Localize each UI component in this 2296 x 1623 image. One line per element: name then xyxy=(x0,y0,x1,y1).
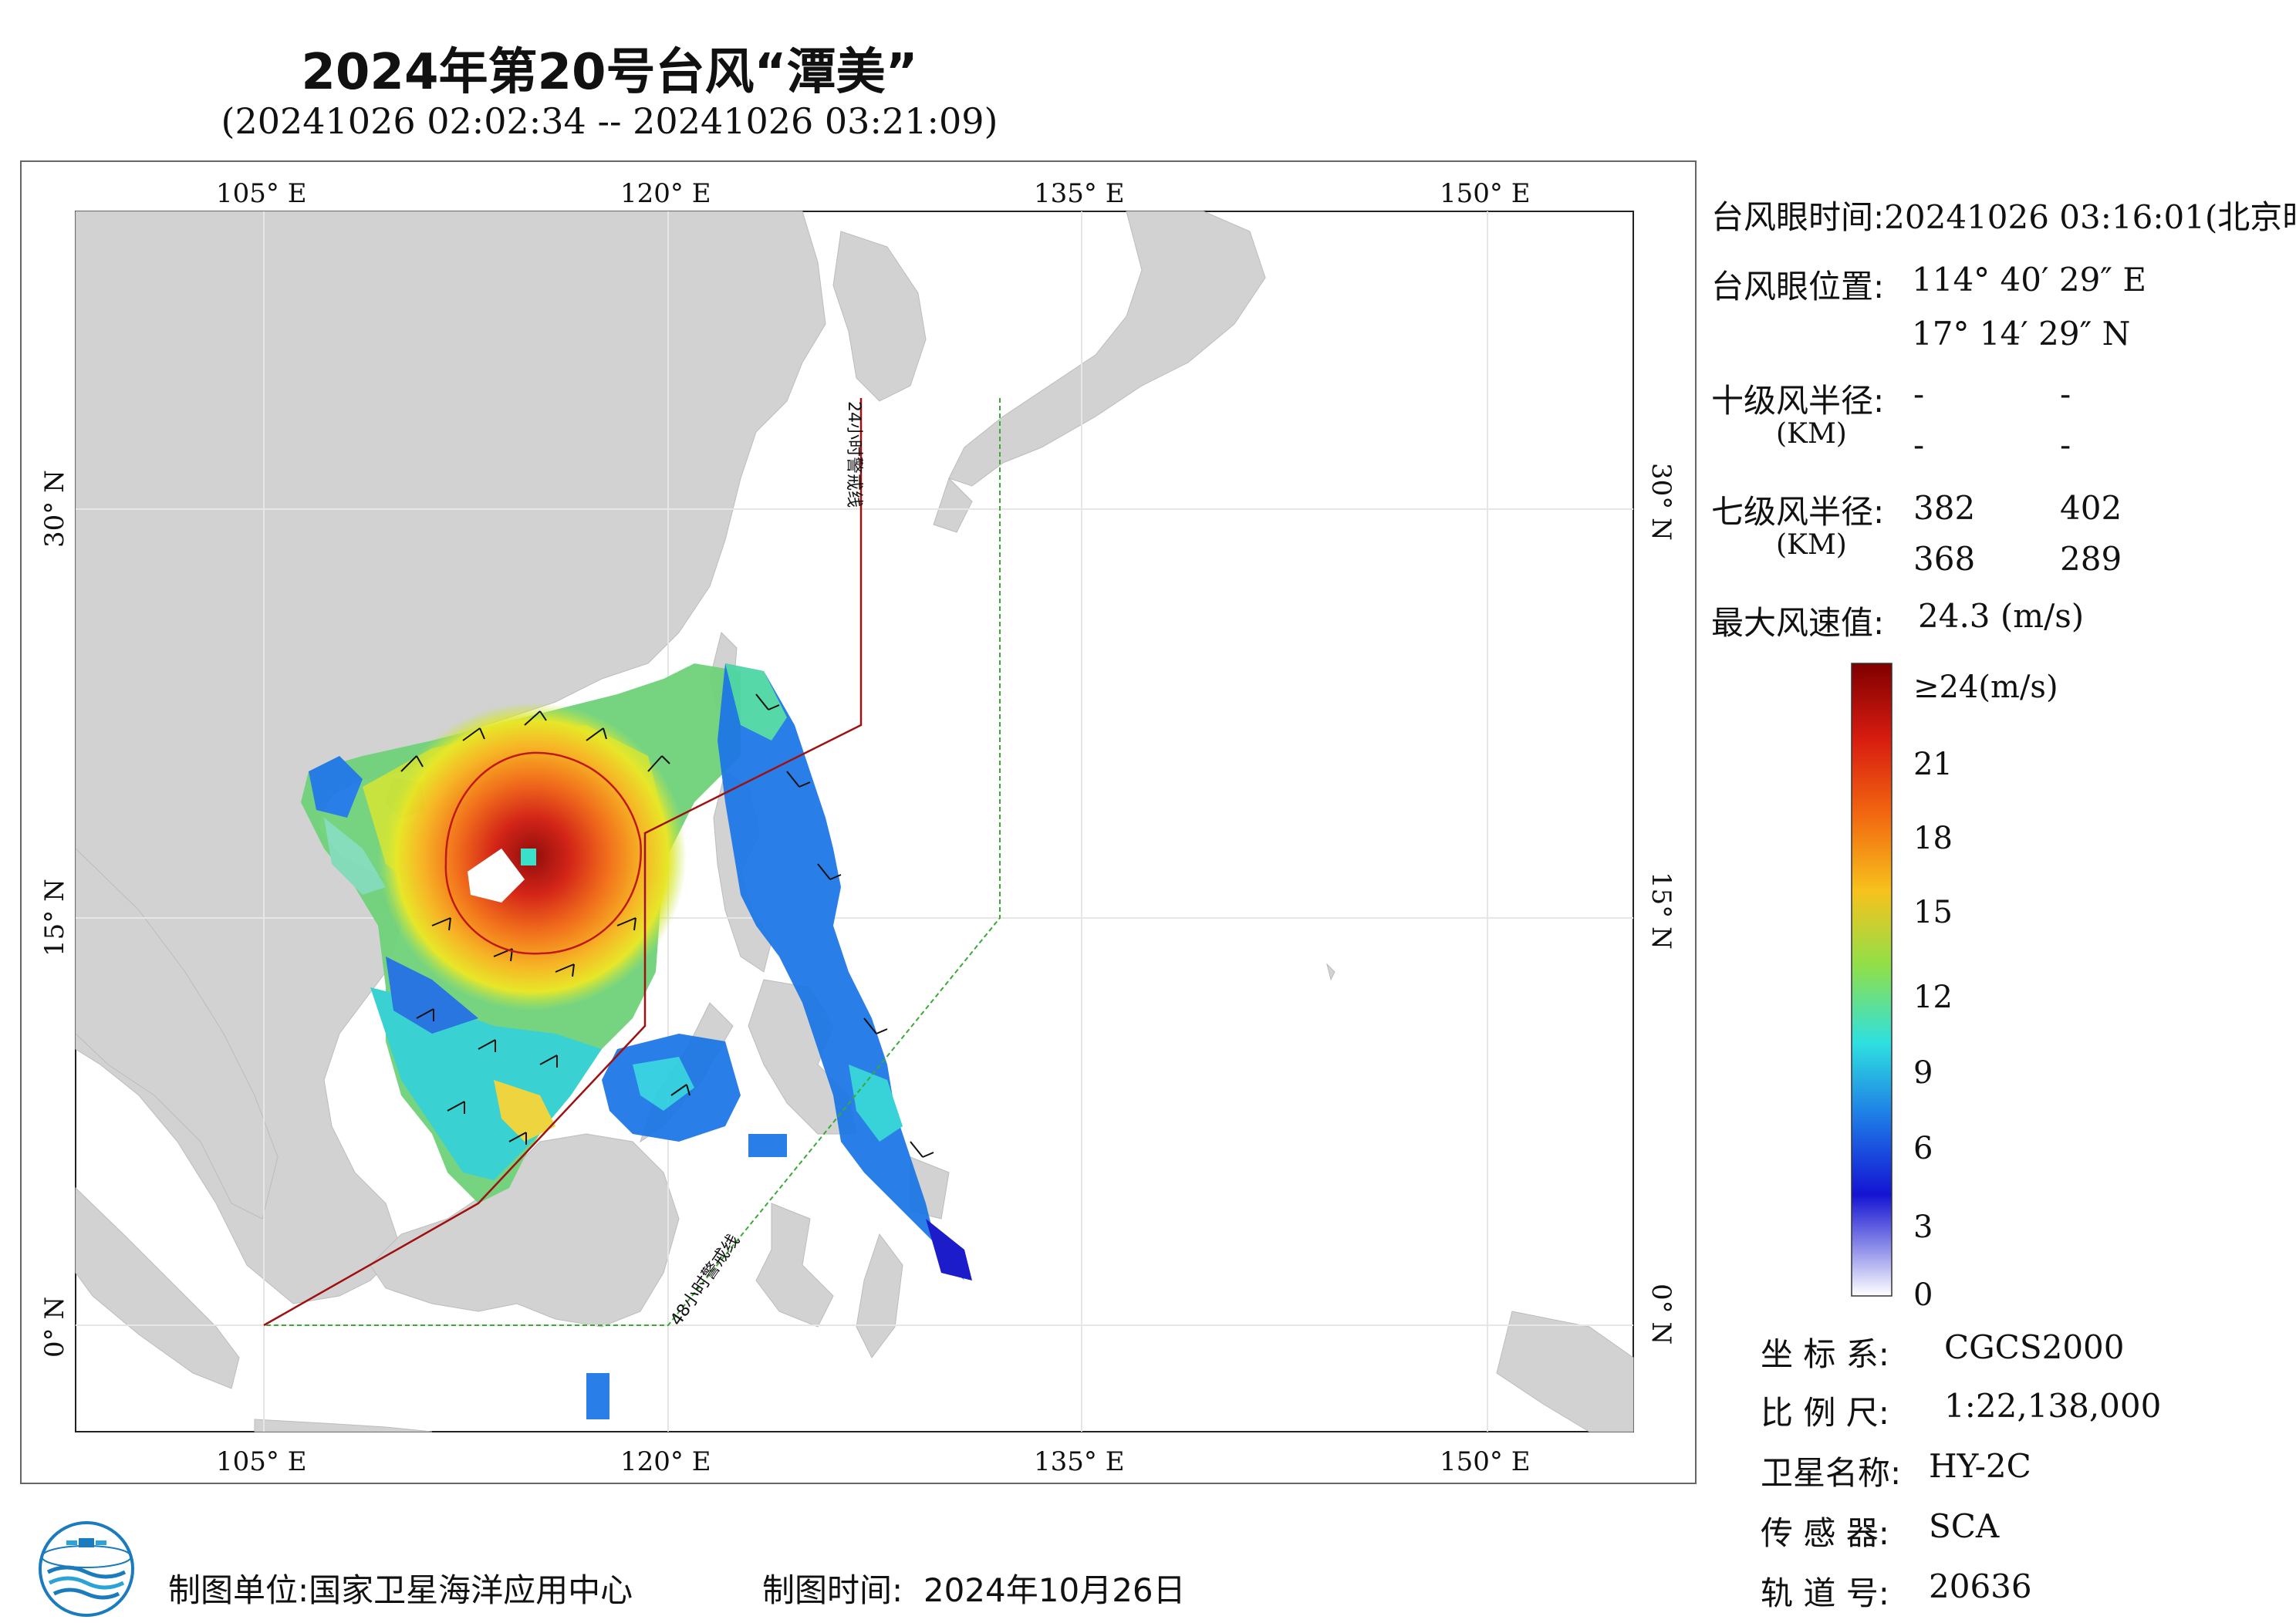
eye-position-label: 台风眼位置: xyxy=(1711,268,1885,305)
scale-label: 比 例 尺: xyxy=(1761,1394,1889,1432)
orbit-value: 20636 xyxy=(1929,1567,2032,1605)
wind-swath-east xyxy=(586,663,972,1419)
crs-label: 坐 标 系: xyxy=(1761,1335,1889,1373)
eye-position-row: 台风眼位置: xyxy=(1711,261,1884,308)
r10-value-sw: - xyxy=(1913,426,1925,464)
time-range-subtitle: (20241026 02:02:34 -- 20241026 03:21:09) xyxy=(221,100,998,142)
lat-left-0: 0° N xyxy=(39,1297,70,1358)
wind-radius-7-circle xyxy=(444,751,642,955)
lat-left-30: 30° N xyxy=(39,470,70,548)
max-wind-row: 最大风速值: xyxy=(1711,597,1884,644)
r7-value-ne: 382 xyxy=(1913,489,1976,527)
lat-left-15: 15° N xyxy=(39,879,70,957)
lon-bottom-135: 135° E xyxy=(1034,1446,1125,1477)
lon-top-135: 135° E xyxy=(1034,178,1125,209)
warning-line-24h-label: 24小时警戒线 xyxy=(844,401,863,508)
max-wind-value: 24.3 (m/s) xyxy=(1918,597,2085,635)
colorbar xyxy=(1851,663,1893,1297)
warning-line-24h xyxy=(263,398,863,1327)
eye-time-label: 台风眼时间: xyxy=(1711,198,1885,236)
r7-unit: (KM) xyxy=(1776,529,1847,561)
colorbar-label-18: 18 xyxy=(1913,821,1953,856)
lon-bottom-120: 120° E xyxy=(620,1446,711,1477)
satellite-value: HY-2C xyxy=(1929,1447,2031,1485)
r10-value-nw: - xyxy=(2060,426,2071,464)
colorbar-label-24: ≥24(m/s) xyxy=(1913,670,2058,705)
colorbar-label-6: 6 xyxy=(1913,1131,1933,1166)
lat-right-0: 0° N xyxy=(1646,1284,1676,1345)
r10-value-se: - xyxy=(2060,375,2071,413)
eye-time-row: 台风眼时间:20241026 03:16:01(北京时) xyxy=(1711,191,2296,238)
warning-line-48h xyxy=(264,398,1001,1326)
max-wind-label: 最大风速值: xyxy=(1711,604,1885,642)
date-row: 制图时间: 2024年10月26日 xyxy=(762,1564,1186,1611)
lon-bottom-105: 105° E xyxy=(216,1446,307,1477)
eye-lon: 114° 40′ 29″ E xyxy=(1912,261,2146,299)
date-value: 2024年10月26日 xyxy=(923,1571,1186,1609)
lat-right-15: 15° N xyxy=(1646,872,1676,950)
lon-top-150: 150° E xyxy=(1440,178,1531,209)
lon-bottom-150: 150° E xyxy=(1440,1446,1531,1477)
producer-value: 国家卫星海洋应用中心 xyxy=(309,1571,633,1609)
colorbar-label-9: 9 xyxy=(1913,1055,1933,1091)
r7-value-se: 402 xyxy=(2060,489,2122,527)
date-label: 制图时间: xyxy=(762,1571,903,1609)
colorbar-label-12: 12 xyxy=(1913,980,1953,1015)
wind-swath-main xyxy=(301,663,741,1203)
r10-value-ne: - xyxy=(1913,375,1925,413)
colorbar-label-0: 0 xyxy=(1913,1277,1933,1313)
r10-unit: (KM) xyxy=(1776,418,1847,450)
sensor-label: 传 感 器: xyxy=(1761,1514,1889,1552)
map-title: 2024年第20号台风“潭美” xyxy=(301,44,918,101)
r10-label: 十级风半径: xyxy=(1711,382,1885,420)
lat-right-30: 30° N xyxy=(1646,463,1676,541)
colorbar-label-15: 15 xyxy=(1913,895,1953,930)
nsoas-logo xyxy=(39,1521,134,1617)
sensor-value: SCA xyxy=(1929,1507,2000,1545)
colorbar-label-21: 21 xyxy=(1913,747,1953,782)
producer-row: 制图单位:国家卫星海洋应用中心 xyxy=(168,1564,633,1611)
scale-value: 1:22,138,000 xyxy=(1944,1387,2162,1425)
wind-barbs xyxy=(400,693,934,1158)
r7-value-nw: 289 xyxy=(2060,540,2122,578)
eye-lat: 17° 14′ 29″ N xyxy=(1912,315,2131,353)
lon-top-120: 120° E xyxy=(620,178,711,209)
crs-value: CGCS2000 xyxy=(1944,1328,2125,1366)
orbit-label: 轨 道 号: xyxy=(1761,1574,1889,1612)
r7-label: 七级风半径: xyxy=(1711,493,1885,531)
producer-label: 制图单位: xyxy=(168,1571,309,1609)
lon-top-105: 105° E xyxy=(216,178,307,209)
r7-value-sw: 368 xyxy=(1913,540,1976,578)
colorbar-label-3: 3 xyxy=(1913,1210,1933,1245)
map-frame xyxy=(20,160,1697,1484)
satellite-label: 卫星名称: xyxy=(1761,1454,1902,1492)
eye-time-value: 20241026 03:16:01(北京时) xyxy=(1884,198,2296,236)
